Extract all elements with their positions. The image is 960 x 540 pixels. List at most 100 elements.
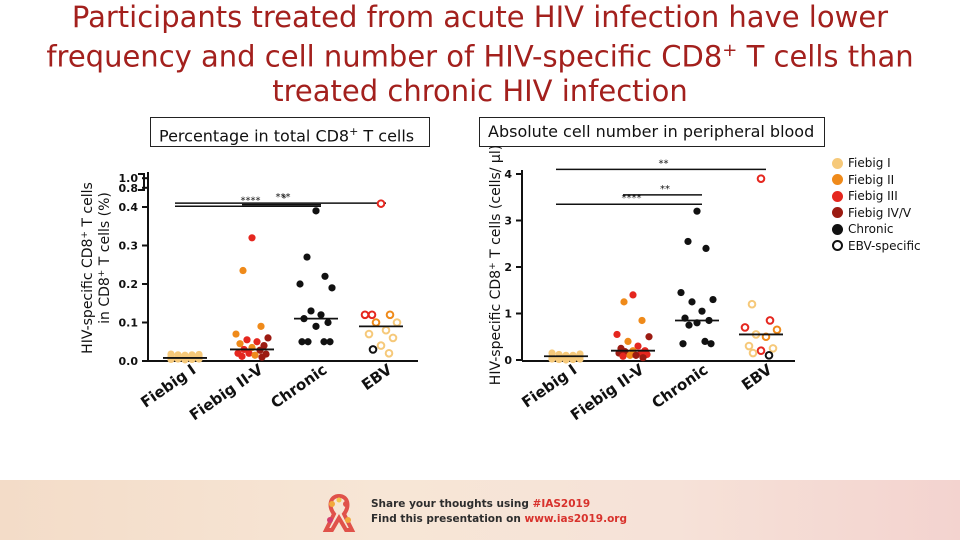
y-axis-title-part: T cells (cells/ µl) <box>488 145 504 263</box>
data-point <box>685 321 693 329</box>
slide-title: Participants treated from acute HIV infe… <box>0 0 960 108</box>
data-point <box>744 341 754 351</box>
data-point <box>195 355 203 363</box>
x-category-label: EBV <box>738 360 775 394</box>
footer-line-1: Share your thoughts using #IAS2019 <box>371 498 591 510</box>
data-point <box>238 352 246 360</box>
data-point <box>548 355 556 363</box>
data-point <box>367 310 377 320</box>
right-panel-label: Absolute cell number in peripheral blood <box>479 117 825 147</box>
legend-item: Chronic <box>832 221 921 238</box>
data-point <box>620 298 628 306</box>
data-point <box>167 355 175 364</box>
data-point <box>388 333 398 343</box>
legend-label: Chronic <box>848 222 894 236</box>
legend-label: Fiebig IV/V <box>848 205 912 220</box>
y-axis-title-part: in CD8 <box>97 277 113 324</box>
legend-label: Fiebig III <box>848 189 898 203</box>
significance-label: *** <box>276 192 291 203</box>
footer-line-2: Find this presentation on www.ias2019.or… <box>371 513 627 525</box>
data-point <box>632 351 640 359</box>
data-point <box>304 338 312 346</box>
y-axis-title-part: + <box>488 262 498 270</box>
data-point <box>360 310 370 320</box>
data-point <box>303 253 311 261</box>
y-tick-label: 1 <box>504 308 512 321</box>
data-point <box>257 322 265 330</box>
left-y-axis-title-line2: in CD8+ T cells (%) <box>97 192 113 324</box>
data-point <box>701 337 709 345</box>
data-point <box>768 344 778 353</box>
data-point <box>312 322 320 330</box>
data-point <box>298 338 306 346</box>
data-point <box>638 316 646 325</box>
data-point <box>629 291 637 299</box>
data-point <box>756 174 766 183</box>
y-tick-label: 0.8 <box>119 182 139 195</box>
data-point <box>693 207 701 215</box>
data-point <box>364 329 374 339</box>
data-point <box>381 325 391 335</box>
data-point <box>296 280 304 288</box>
y-tick-label: 1.0 <box>119 172 139 185</box>
title-line-2: frequency and cell number of HIV-specifi… <box>46 39 914 74</box>
x-category-label: Fiebig II-V <box>567 360 648 424</box>
data-point <box>248 234 256 242</box>
data-point <box>326 338 334 346</box>
data-point <box>371 318 381 327</box>
legend-swatch-icon <box>832 240 843 252</box>
data-point <box>392 318 402 327</box>
legend-item: Fiebig I <box>832 155 921 172</box>
legend-label: EBV-specific <box>848 238 921 253</box>
data-point <box>174 355 182 363</box>
data-point <box>756 346 766 356</box>
data-point <box>251 351 259 359</box>
title-line-1: Participants treated from acute HIV infe… <box>71 0 889 34</box>
data-point <box>709 295 717 304</box>
data-point <box>264 334 272 342</box>
data-point <box>634 342 642 350</box>
y-tick-label: 0.0 <box>119 355 139 368</box>
x-category-label: Fiebig I <box>518 361 580 412</box>
y-tick-label: 0 <box>504 354 512 367</box>
legend-swatch-icon <box>832 174 843 186</box>
data-point <box>624 337 632 345</box>
footer-text: Share your thoughts using #IAS2019 Find … <box>371 497 627 527</box>
y-tick-label: 2 <box>504 261 512 274</box>
x-category-label: Fiebig I <box>137 361 199 412</box>
data-point <box>645 333 653 341</box>
data-point <box>232 330 240 338</box>
data-point <box>702 244 710 252</box>
data-point <box>684 237 692 246</box>
data-point <box>707 340 715 348</box>
data-point <box>555 355 563 364</box>
y-tick-label: 0.2 <box>119 278 139 291</box>
ias-ribbon-logo-icon <box>322 493 356 532</box>
y-tick-label: 4 <box>504 168 512 181</box>
data-point <box>764 351 774 360</box>
significance-label: * <box>282 194 287 205</box>
legend-item: Fiebig IV/V <box>832 205 921 222</box>
data-point <box>677 288 685 297</box>
data-point <box>239 266 247 275</box>
data-point <box>243 336 251 344</box>
legend-swatch-icon <box>832 190 843 202</box>
x-category-label: Fiebig II-V <box>186 360 267 424</box>
left-y-axis-title: HIV-specific CD8+ T cells <box>80 182 96 354</box>
legend-swatch-icon <box>832 157 843 169</box>
data-point <box>385 310 395 320</box>
y-axis-title-part: HIV-specific CD8 <box>80 239 96 354</box>
legend-label: Fiebig II <box>848 172 895 187</box>
data-point <box>253 338 261 346</box>
x-category-label: Chronic <box>267 361 330 413</box>
data-point <box>188 355 196 364</box>
data-point <box>576 355 584 363</box>
data-point <box>320 338 328 346</box>
significance-label: **** <box>622 193 642 204</box>
y-axis-title-part: + <box>80 231 90 239</box>
x-category-label: EBV <box>358 360 395 394</box>
data-point <box>765 316 775 325</box>
